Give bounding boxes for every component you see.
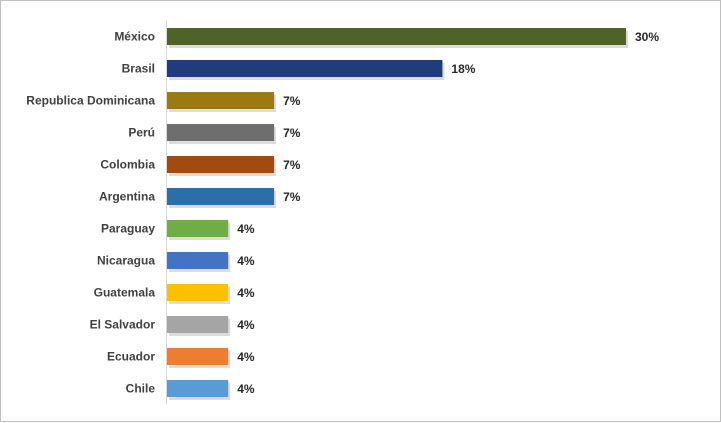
data-label-argentina: 7% bbox=[283, 190, 301, 204]
category-label-nicaragua: Nicaragua bbox=[97, 254, 155, 268]
category-label-peru: Perú bbox=[128, 126, 155, 140]
data-label-peru: 7% bbox=[283, 126, 301, 140]
category-label-chile: Chile bbox=[126, 382, 156, 396]
data-label-republica-dominicana: 7% bbox=[283, 94, 301, 108]
bar-nicaragua bbox=[167, 252, 229, 269]
category-label-colombia: Colombia bbox=[100, 158, 155, 172]
category-label-paraguay: Paraguay bbox=[101, 222, 155, 236]
bar-guatemala bbox=[167, 284, 229, 301]
data-label-guatemala: 4% bbox=[237, 286, 255, 300]
bars-layer bbox=[167, 28, 628, 400]
bar-chile bbox=[167, 380, 229, 397]
data-label-brasil: 18% bbox=[451, 62, 475, 76]
data-label-el-salvador: 4% bbox=[237, 318, 255, 332]
bar-el-salvador bbox=[167, 316, 229, 333]
data-label-paraguay: 4% bbox=[237, 222, 255, 236]
category-label-argentina: Argentina bbox=[99, 190, 155, 204]
bar-peru bbox=[167, 124, 275, 141]
category-label-el-salvador: El Salvador bbox=[90, 318, 156, 332]
bar-mexico bbox=[167, 28, 626, 45]
data-label-nicaragua: 4% bbox=[237, 254, 255, 268]
data-label-chile: 4% bbox=[237, 382, 255, 396]
bar-brasil bbox=[167, 60, 443, 77]
data-label-ecuador: 4% bbox=[237, 350, 255, 364]
category-label-brasil: Brasil bbox=[122, 62, 155, 76]
category-label-mexico: México bbox=[114, 30, 155, 44]
bar-republica-dominicana bbox=[167, 92, 275, 109]
data-label-colombia: 7% bbox=[283, 158, 301, 172]
data-label-mexico: 30% bbox=[635, 30, 659, 44]
category-label-guatemala: Guatemala bbox=[94, 286, 156, 300]
bar-argentina bbox=[167, 188, 275, 205]
bar-ecuador bbox=[167, 348, 229, 365]
bar-paraguay bbox=[167, 220, 229, 237]
category-label-republica-dominicana: Republica Dominicana bbox=[26, 94, 155, 108]
category-label-ecuador: Ecuador bbox=[107, 350, 155, 364]
labels-layer: México 30% Brasil 18% Republica Dominicana 7%… bbox=[26, 30, 659, 397]
bar-colombia bbox=[167, 156, 275, 173]
